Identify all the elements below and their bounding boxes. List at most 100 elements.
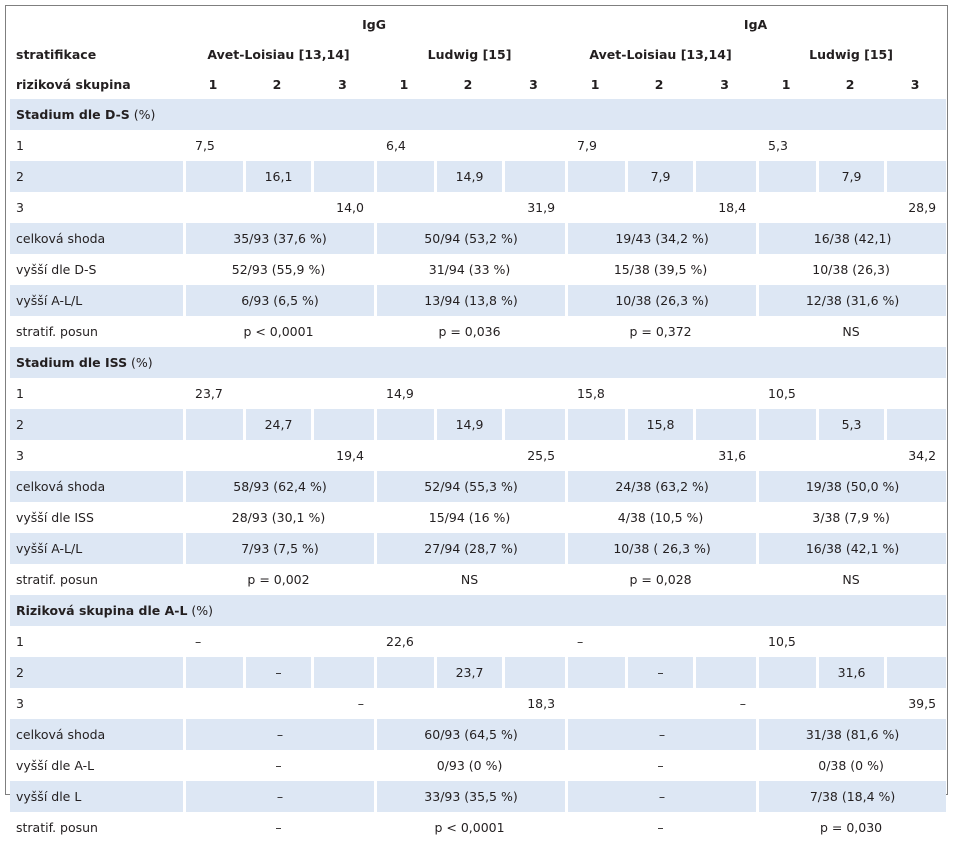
table-row: vyšší dle D-S 52/93 (55,9 %) 31/94 (33 %… [10,254,946,285]
cell-value: – [275,758,282,773]
cell-value: NS [460,572,479,587]
empty-cell [311,657,374,688]
cell-value: 23,7 [434,657,502,688]
header-row-stratification: stratifikace Avet-Loisiau [13,14] Ludwig… [10,39,946,69]
table-row: vyšší dle L – 33/93 (35,5 %) – 7/38 (18,… [10,781,947,812]
cell-value: p = 0,372 [629,324,692,339]
cell-value: – [183,719,374,750]
cell-value: 14,9 [434,409,502,440]
cell-value: 35/93 (37,6 %) [183,223,374,254]
table-row: celková shoda – 60/93 (64,5 %) – 31/38 (… [10,719,947,750]
cell-value: 31,6 [718,448,747,463]
empty-cell [502,657,566,688]
section-header-ds: Stadium dle D-S (%) [10,99,947,130]
empty-cell [502,161,566,192]
cell-value: 14,0 [336,200,364,215]
row-label: vyšší dle L [10,781,183,812]
cell-value: NS [842,324,860,339]
table-row: 2 24,7 14,9 15,8 5,3 [10,409,947,440]
table-row: 2 – 23,7 – 31,6 [10,657,947,688]
cell-value: – [577,634,584,649]
group-3: 3 [720,76,729,92]
group-2: 2 [845,76,855,92]
cell-value: 18,3 [527,696,556,711]
empty-cell [565,161,626,192]
table-row: vyšší A-L/L 6/93 (6,5 %) 13/94 (13,8 %) … [10,285,947,316]
cell-value: 10/38 ( 26,3 %) [565,533,757,564]
cell-value: – [183,781,374,812]
row-label: vyšší A-L/L [10,533,183,564]
cell-value: 7,5 [195,138,215,153]
cell-value: 52/94 (55,3 %) [374,471,566,502]
cell-value: p = 0,030 [819,820,883,835]
cell-value: p = 0,036 [438,324,501,339]
table-row: vyšší dle ISS 28/93 (30,1 %) 15/94 (16 %… [10,502,946,533]
cell-value: 31,9 [527,200,556,215]
row-label: stratif. posun [16,324,98,339]
cell-value: 5,3 [768,138,788,153]
table-row: celková shoda 58/93 (62,4 %) 52/94 (55,3… [10,471,947,502]
table-row: 1 7,5 6,4 7,9 5,3 [10,130,946,161]
empty-cell [884,409,947,440]
cell-value: 24/38 (63,2 %) [565,471,757,502]
row-label: 3 [16,696,24,711]
cell-value: 23,7 [195,386,223,401]
group-3: 3 [529,76,538,92]
empty-cell [884,161,947,192]
empty-cell [311,161,374,192]
cell-value: 15/38 (39,5 %) [613,262,708,277]
cell-value: 7,9 [625,161,694,192]
cell-value: 15,8 [625,409,694,440]
table-row: celková shoda 35/93 (37,6 %) 50/94 (53,2… [10,223,947,254]
cell-value: – [195,634,202,649]
header-row-risk-group: riziková skupina 1 2 3 1 2 3 1 2 3 1 2 3 [10,69,946,99]
cell-value: 10/38 (26,3 %) [565,285,757,316]
table-row: vyšší dle A-L – 0/93 (0 %) – 0/38 (0 %) [10,750,946,781]
row-label: 2 [10,409,183,440]
cell-value: 0/38 (0 %) [818,758,884,773]
cell-value: 31,6 [816,657,885,688]
cell-value: 15,8 [577,386,605,401]
cell-value: p < 0,0001 [434,820,505,835]
table-row: stratif. posun – p < 0,0001 – p = 0,030 [10,812,946,843]
cell-value: 15/94 (16 %) [428,510,511,525]
cell-value: p = 0,028 [629,572,692,587]
table-row: stratif. posun p < 0,0001 p = 0,036 p = … [10,316,946,347]
empty-cell [756,657,817,688]
group-2: 2 [272,76,282,92]
cell-value: NS [842,572,860,587]
section-unit: (%) [187,603,214,618]
igg-ludwig-header: Ludwig [15] [427,46,512,62]
cell-value: 24,7 [243,409,311,440]
cell-value: 28,9 [908,200,937,215]
cell-value: – [243,657,311,688]
stratifikace-label: stratifikace [16,46,97,62]
cell-value: 16/38 (42,1) [756,223,947,254]
group-1: 1 [399,76,409,92]
empty-cell [183,657,243,688]
igg-avet-header: Avet-Loisiau [13,14] [207,46,350,62]
cell-value: 7,9 [577,138,597,153]
empty-cell [183,409,243,440]
table-row: 1 – 22,6 – 10,5 [10,626,946,657]
empty-cell [565,657,626,688]
empty-cell [884,657,947,688]
section-title-text: Riziková skupina dle A-L [16,603,188,618]
igg-header: IgG [362,16,386,32]
cell-value: 6/93 (6,5 %) [183,285,374,316]
empty-cell [10,9,183,39]
section-unit: (%) [129,107,156,122]
cell-value: 19/38 (50,0 %) [756,471,947,502]
empty-cell [502,409,566,440]
cell-value: – [625,657,694,688]
cell-value: p = 0,002 [247,572,310,587]
cell-value: 7,9 [816,161,885,192]
empty-cell [374,657,434,688]
row-label: vyšší A-L/L [10,285,183,316]
row-label: 1 [16,634,24,649]
iga-header: IgA [743,16,768,32]
section-header-iss: Stadium dle ISS (%) [10,347,947,378]
cell-value: 39,5 [908,696,937,711]
cell-value: – [657,758,664,773]
group-2: 2 [463,76,473,92]
